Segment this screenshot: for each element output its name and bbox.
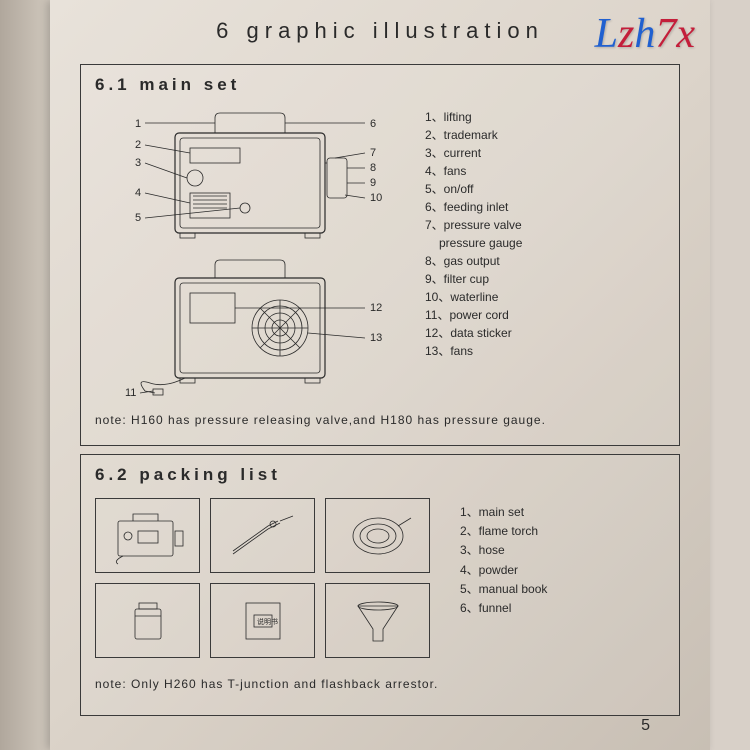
part-item: 12、data sticker (425, 324, 665, 342)
section-main-set: 6.1 main set (80, 64, 680, 446)
part-item: 10、waterline (425, 288, 665, 306)
section-6-1-note: note: H160 has pressure releasing valve,… (95, 413, 665, 427)
callout-10: 10 (370, 192, 382, 204)
diagram-front-view: 1 2 3 4 5 6 7 8 9 10 (95, 103, 415, 253)
part-item: 4、fans (425, 162, 665, 180)
callout-11: 11 (125, 387, 136, 399)
section-packing-list: 6.2 packing list (80, 454, 680, 716)
parts-list: 1、lifting 2、trademark 3、current 4、fans 5… (415, 103, 665, 403)
pack-funnel (325, 583, 430, 658)
part-item: 8、gas output (425, 252, 665, 270)
callout-5: 5 (135, 212, 141, 224)
callout-6: 6 (370, 118, 376, 130)
part-item: 9、filter cup (425, 270, 665, 288)
pack-powder (95, 583, 200, 658)
callout-12: 12 (370, 302, 382, 314)
callout-9: 9 (370, 177, 376, 189)
page-number: 5 (641, 717, 650, 735)
watermark-logo: Lzh7x (595, 10, 695, 58)
callout-13: 13 (370, 332, 382, 344)
callout-8: 8 (370, 162, 376, 174)
part-item: pressure gauge (425, 234, 665, 252)
part-item: 11、power cord (425, 306, 665, 324)
pack-item: 1、main set (460, 503, 665, 522)
section-6-2-title: 6.2 packing list (95, 465, 665, 485)
pack-item: 5、manual book (460, 580, 665, 599)
page-binding (0, 0, 50, 750)
part-item: 2、trademark (425, 126, 665, 144)
packing-items-grid: 说明书 (95, 498, 430, 658)
manual-page: Lzh7x 6 graphic illustration 6.1 main se… (50, 0, 710, 750)
callout-4: 4 (135, 187, 141, 199)
part-item: 5、on/off (425, 180, 665, 198)
callout-2: 2 (135, 139, 141, 151)
part-item: 7、pressure valve (425, 216, 665, 234)
part-item: 6、feeding inlet (425, 198, 665, 216)
pack-manual-book: 说明书 (210, 583, 315, 658)
pack-flame-torch (210, 498, 315, 573)
svg-text:说明书: 说明书 (257, 617, 278, 626)
callout-1: 1 (135, 118, 141, 130)
packing-list-text: 1、main set 2、flame torch 3、hose 4、powder… (430, 493, 665, 663)
part-item: 13、fans (425, 342, 665, 360)
section-6-2-note: note: Only H260 has T-junction and flash… (95, 677, 665, 691)
pack-main-set (95, 498, 200, 573)
callout-3: 3 (135, 157, 141, 169)
pack-hose (325, 498, 430, 573)
main-set-diagrams: 1 2 3 4 5 6 7 8 9 10 (95, 103, 415, 403)
pack-item: 3、hose (460, 541, 665, 560)
diagram-back-view: 12 13 11 (95, 253, 415, 403)
part-item: 1、lifting (425, 108, 665, 126)
section-6-1-title: 6.1 main set (95, 75, 665, 95)
pack-item: 4、powder (460, 561, 665, 580)
callout-7: 7 (370, 147, 376, 159)
part-item: 3、current (425, 144, 665, 162)
pack-item: 6、funnel (460, 599, 665, 618)
pack-item: 2、flame torch (460, 522, 665, 541)
